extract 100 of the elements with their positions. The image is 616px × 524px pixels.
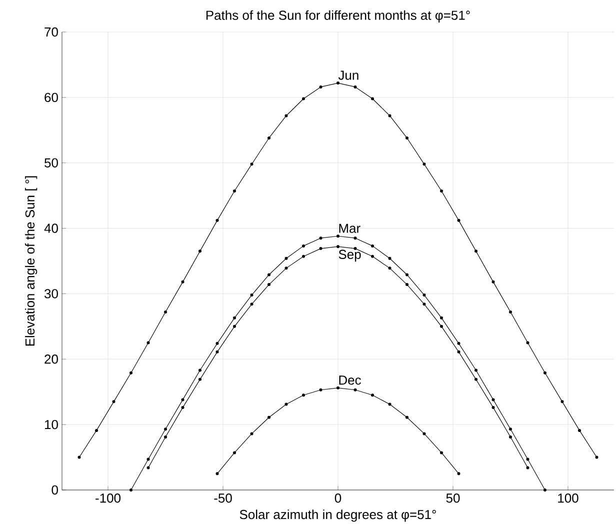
point: [457, 472, 460, 476]
point: [526, 458, 530, 461]
y-tick-label: 50: [44, 158, 58, 168]
y-tick-label: 10: [45, 420, 58, 430]
x-axis-title: Solar azimuth in degrees at φ=51°: [240, 510, 436, 522]
point: [250, 432, 254, 436]
point: [422, 294, 426, 297]
point: [422, 162, 426, 166]
point: [319, 85, 322, 88]
point: [509, 428, 512, 431]
point: [268, 136, 270, 140]
point: [146, 466, 150, 470]
point: [216, 342, 219, 345]
y-tick-label: 60: [44, 92, 58, 102]
point: [388, 402, 392, 406]
x-tick-label: 0: [334, 494, 342, 503]
point: [146, 341, 150, 344]
point: [371, 97, 374, 100]
point: [595, 456, 598, 459]
point: [371, 394, 374, 397]
point: [440, 189, 443, 192]
point: [509, 310, 512, 314]
x-tick-label: -100: [96, 494, 121, 503]
point: [336, 386, 340, 390]
point: [146, 458, 150, 461]
point: [164, 428, 168, 431]
point: [354, 85, 357, 88]
point: [302, 244, 305, 248]
point: [354, 388, 357, 392]
point: [78, 456, 81, 459]
y-tick-label: 40: [44, 224, 58, 233]
point: [198, 368, 202, 372]
y-tick-label: 70: [44, 27, 58, 37]
point: [284, 256, 288, 260]
series-label: Sep: [338, 250, 361, 262]
point: [216, 350, 219, 354]
point: [474, 250, 478, 253]
point: [371, 254, 374, 258]
y-tick-label: 30: [44, 289, 58, 298]
point: [319, 388, 322, 392]
point: [302, 254, 305, 258]
point: [233, 189, 236, 192]
y-tick-label: 0: [52, 485, 58, 495]
point: [371, 244, 374, 248]
point: [250, 162, 254, 166]
point: [233, 316, 236, 320]
point: [216, 218, 219, 222]
point: [336, 82, 340, 85]
point: [560, 400, 564, 404]
point: [302, 97, 305, 100]
series-label: Mar: [339, 224, 360, 233]
point: [181, 398, 184, 402]
point: [233, 324, 236, 328]
point: [250, 302, 254, 306]
point: [302, 394, 305, 397]
point: [526, 341, 530, 344]
point: [95, 428, 98, 432]
series-label: Dec: [339, 376, 361, 385]
point: [336, 234, 340, 238]
x-tick-label: 50: [446, 494, 460, 503]
chart-title: Paths of the Sun for different months at φ=51°: [206, 10, 470, 22]
point: [216, 472, 219, 476]
point: [544, 488, 546, 492]
x-tick-label: -50: [214, 494, 232, 503]
point: [336, 245, 340, 248]
point: [457, 350, 460, 354]
point: [492, 280, 495, 284]
point: [284, 114, 288, 118]
point: [474, 368, 478, 372]
point: [284, 266, 288, 270]
point: [457, 218, 460, 222]
point: [526, 466, 530, 470]
point: [354, 236, 357, 240]
point: [130, 488, 133, 492]
y-tick-label: 20: [44, 354, 58, 364]
point: [544, 371, 546, 374]
point: [250, 294, 254, 297]
point: [492, 406, 495, 410]
point: [406, 273, 408, 276]
point: [388, 114, 392, 118]
point: [509, 435, 512, 438]
point: [268, 283, 270, 286]
point: [268, 416, 270, 419]
point: [440, 316, 443, 320]
point: [181, 280, 184, 284]
y-axis-title: Elevation angle of the Sun [ °]: [25, 176, 38, 346]
point: [578, 428, 581, 432]
point: [181, 406, 184, 410]
point: [440, 451, 443, 454]
point: [406, 283, 408, 286]
point: [198, 378, 202, 381]
point: [474, 378, 478, 381]
point: [422, 302, 426, 306]
point: [406, 416, 408, 419]
point: [406, 136, 408, 140]
point: [164, 435, 168, 438]
point: [112, 400, 116, 404]
point: [268, 273, 270, 276]
point: [457, 342, 460, 345]
point: [284, 402, 288, 406]
